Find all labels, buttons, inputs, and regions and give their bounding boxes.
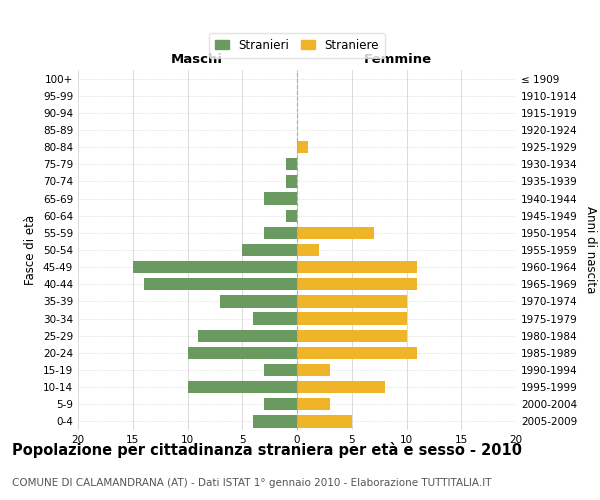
Bar (220, 296, 297, 308)
Y-axis label: Anni di nascita: Anni di nascita (584, 206, 597, 294)
Legend: Stranieri, Straniere: Stranieri, Straniere (209, 32, 385, 58)
Bar (264, 192, 297, 204)
Bar (242, 244, 297, 256)
Bar (297, 312, 407, 324)
Y-axis label: Fasce di età: Fasce di età (25, 215, 37, 285)
Bar (297, 381, 385, 394)
Bar (264, 364, 297, 376)
Bar (187, 346, 297, 359)
Bar (286, 176, 297, 188)
Bar (264, 226, 297, 239)
Bar (187, 381, 297, 394)
Bar (297, 398, 330, 410)
Bar (297, 244, 319, 256)
Text: Popolazione per cittadinanza straniera per età e sesso - 2010: Popolazione per cittadinanza straniera p… (12, 442, 522, 458)
Text: COMUNE DI CALAMANDRANA (AT) - Dati ISTAT 1° gennaio 2010 - Elaborazione TUTTITAL: COMUNE DI CALAMANDRANA (AT) - Dati ISTAT… (12, 478, 491, 488)
Bar (286, 158, 297, 170)
Bar (297, 296, 407, 308)
Bar (253, 416, 297, 428)
Bar (253, 312, 297, 324)
Bar (264, 398, 297, 410)
Bar (297, 416, 352, 428)
Bar (199, 330, 297, 342)
Bar (297, 261, 418, 274)
Bar (297, 226, 374, 239)
Bar (297, 364, 330, 376)
Bar (297, 141, 308, 154)
Bar (297, 346, 418, 359)
Bar (133, 261, 297, 274)
Bar (144, 278, 297, 290)
Bar (286, 210, 297, 222)
Bar (297, 330, 407, 342)
Bar (297, 278, 418, 290)
Text: Maschi: Maschi (170, 54, 222, 66)
Text: Femmine: Femmine (364, 54, 432, 66)
